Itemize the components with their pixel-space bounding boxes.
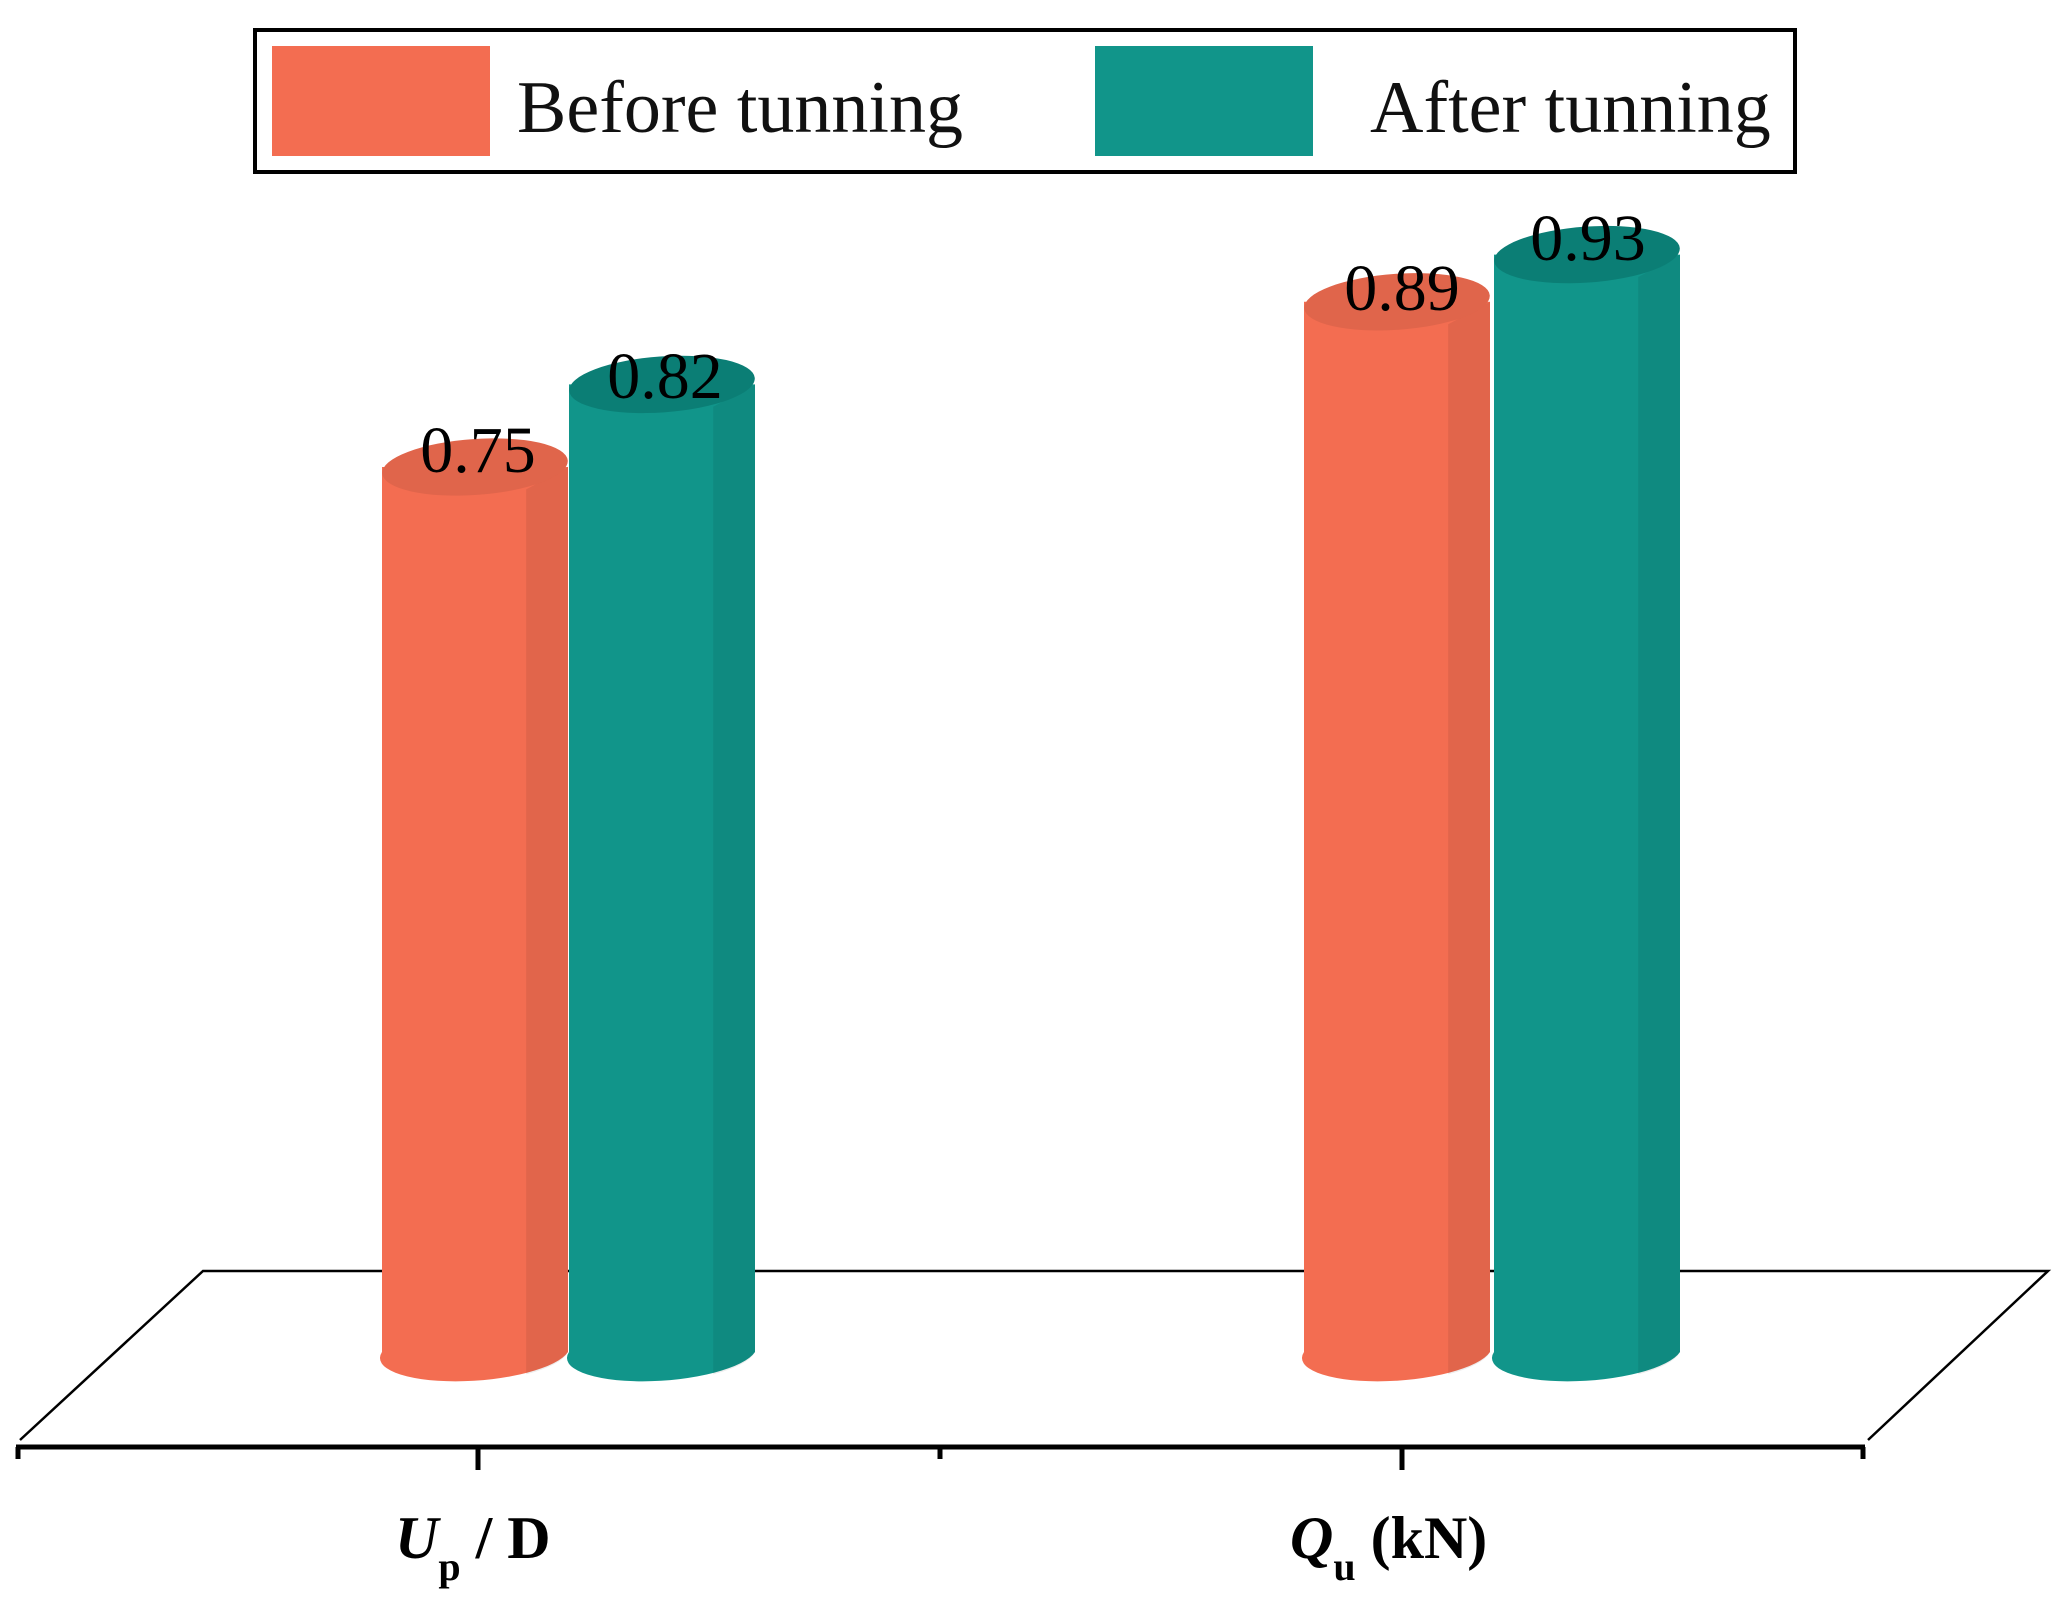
bar-top	[569, 355, 755, 414]
bar-before-up-d	[379, 438, 568, 1382]
legend-swatch-before	[272, 46, 490, 156]
bar-after-qu-kn	[1491, 225, 1680, 1382]
bar-before-qu-kn	[1301, 273, 1490, 1382]
bar-body	[566, 384, 755, 1382]
bar-shade	[1638, 254, 1680, 1375]
bar-top	[1494, 225, 1680, 284]
bar-body	[1301, 301, 1490, 1382]
data-label-before-qu-kn: 0.89	[1344, 252, 1460, 325]
bar-body	[379, 467, 568, 1382]
category-label-rest: / D	[461, 1505, 551, 1571]
bar-body	[1491, 254, 1680, 1382]
category-label-sub: u	[1333, 1544, 1355, 1589]
legend-frame	[253, 28, 1797, 174]
category-label-rest: (kN)	[1356, 1505, 1488, 1571]
bar-shade	[526, 467, 568, 1375]
legend: Before tunning After tunning	[253, 28, 1797, 174]
chart-floor	[19, 1269, 2052, 1441]
x-axis	[15, 1444, 1866, 1470]
data-label-after-qu-kn: 0.93	[1530, 202, 1646, 275]
bar-top	[382, 438, 568, 496]
bar-shade	[1448, 301, 1490, 1375]
category-label-main: U	[395, 1505, 441, 1571]
bars-group	[379, 225, 1680, 1382]
category-label-up-d: Up / D	[395, 1505, 551, 1589]
category-label-main: Q	[1290, 1505, 1333, 1571]
data-label-after-up-d: 0.82	[607, 340, 723, 413]
category-label-sub: p	[438, 1544, 460, 1589]
bar-top	[1304, 273, 1490, 331]
legend-swatch-after	[1095, 46, 1313, 156]
legend-label-after: After tunning	[1370, 67, 1771, 149]
bar-shade	[713, 384, 755, 1375]
data-label-before-up-d: 0.75	[420, 414, 536, 487]
legend-label-before: Before tunning	[517, 67, 963, 149]
bar-after-up-d	[566, 355, 755, 1382]
category-label-qu-kn: Qu (kN)	[1290, 1505, 1487, 1589]
